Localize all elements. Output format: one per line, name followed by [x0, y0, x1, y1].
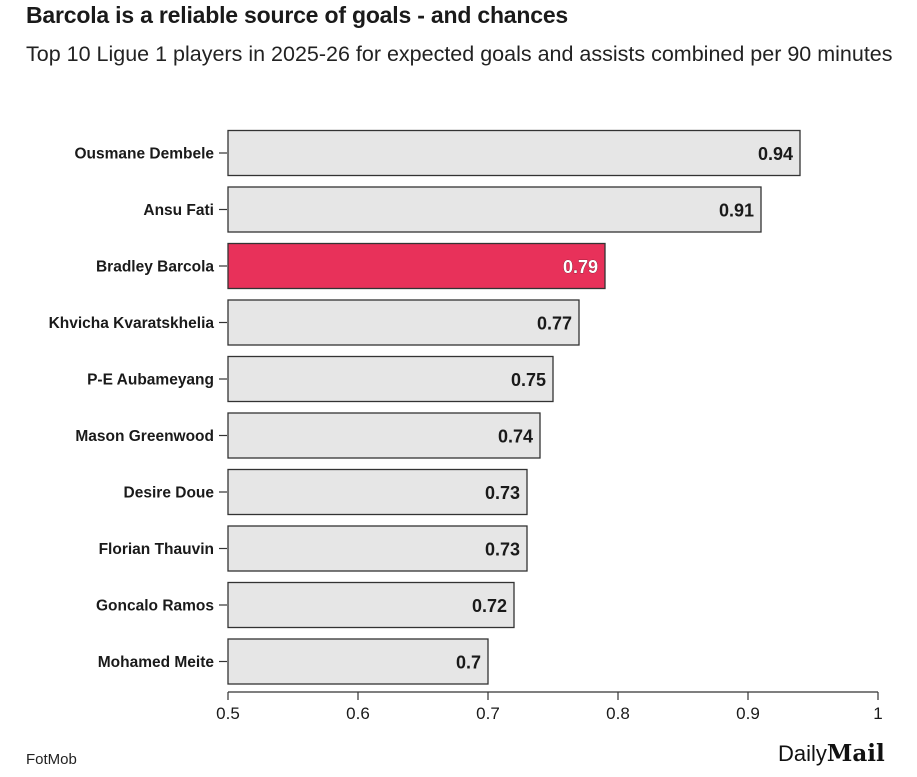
data-label: 0.73: [485, 540, 520, 560]
data-label: 0.77: [537, 314, 572, 334]
bar: [227, 525, 528, 572]
y-tick-label: Florian Thauvin: [99, 541, 214, 558]
data-label: 0.91: [719, 201, 754, 221]
data-label: 0.94: [758, 144, 793, 164]
x-tick-label: 1: [873, 704, 882, 723]
bar: [227, 355, 554, 403]
x-tick-label: 0.6: [346, 704, 370, 723]
brand-logo-mail: Mail: [826, 740, 885, 767]
bar: [227, 242, 606, 290]
y-tick-label: Mohamed Meite: [98, 654, 215, 671]
x-tick-label: 0.8: [606, 704, 630, 723]
data-label: 0.72: [472, 596, 507, 616]
data-label: 0.79: [563, 257, 598, 277]
data-label: 0.74: [498, 427, 533, 447]
bar: [227, 468, 528, 516]
bar: [227, 581, 515, 629]
y-tick-label: P-E Aubameyang: [87, 372, 214, 389]
x-tick-label: 0.5: [216, 704, 240, 723]
data-label: 0.73: [485, 483, 520, 503]
bar: [227, 638, 489, 685]
data-label: 0.75: [511, 370, 546, 390]
y-tick-label: Ansu Fati: [143, 202, 214, 219]
x-tick-label: 0.7: [476, 704, 500, 723]
bar: [227, 412, 541, 459]
x-tick-label: 0.9: [736, 704, 760, 723]
chart-subtitle: Top 10 Ligue 1 players in 2025-26 for ex…: [26, 42, 893, 66]
bar: [227, 299, 580, 346]
bar: [227, 186, 762, 233]
brand-logo-daily: Daily: [778, 741, 827, 766]
y-tick-label: Goncalo Ramos: [96, 598, 214, 615]
brand-logo: DailyMail: [778, 740, 885, 767]
data-label: 0.7: [456, 653, 481, 673]
y-tick-label: Bradley Barcola: [96, 259, 214, 276]
y-tick-label: Ousmane Dembele: [74, 146, 214, 163]
y-tick-label: Mason Greenwood: [75, 428, 214, 445]
y-tick-label: Desire Doue: [124, 485, 215, 502]
y-tick-label: Khvicha Kvaratskhelia: [49, 315, 215, 332]
chart-title: Barcola is a reliable source of goals - …: [26, 2, 569, 28]
source-credit: FotMob: [26, 751, 77, 768]
bar: [227, 129, 801, 177]
